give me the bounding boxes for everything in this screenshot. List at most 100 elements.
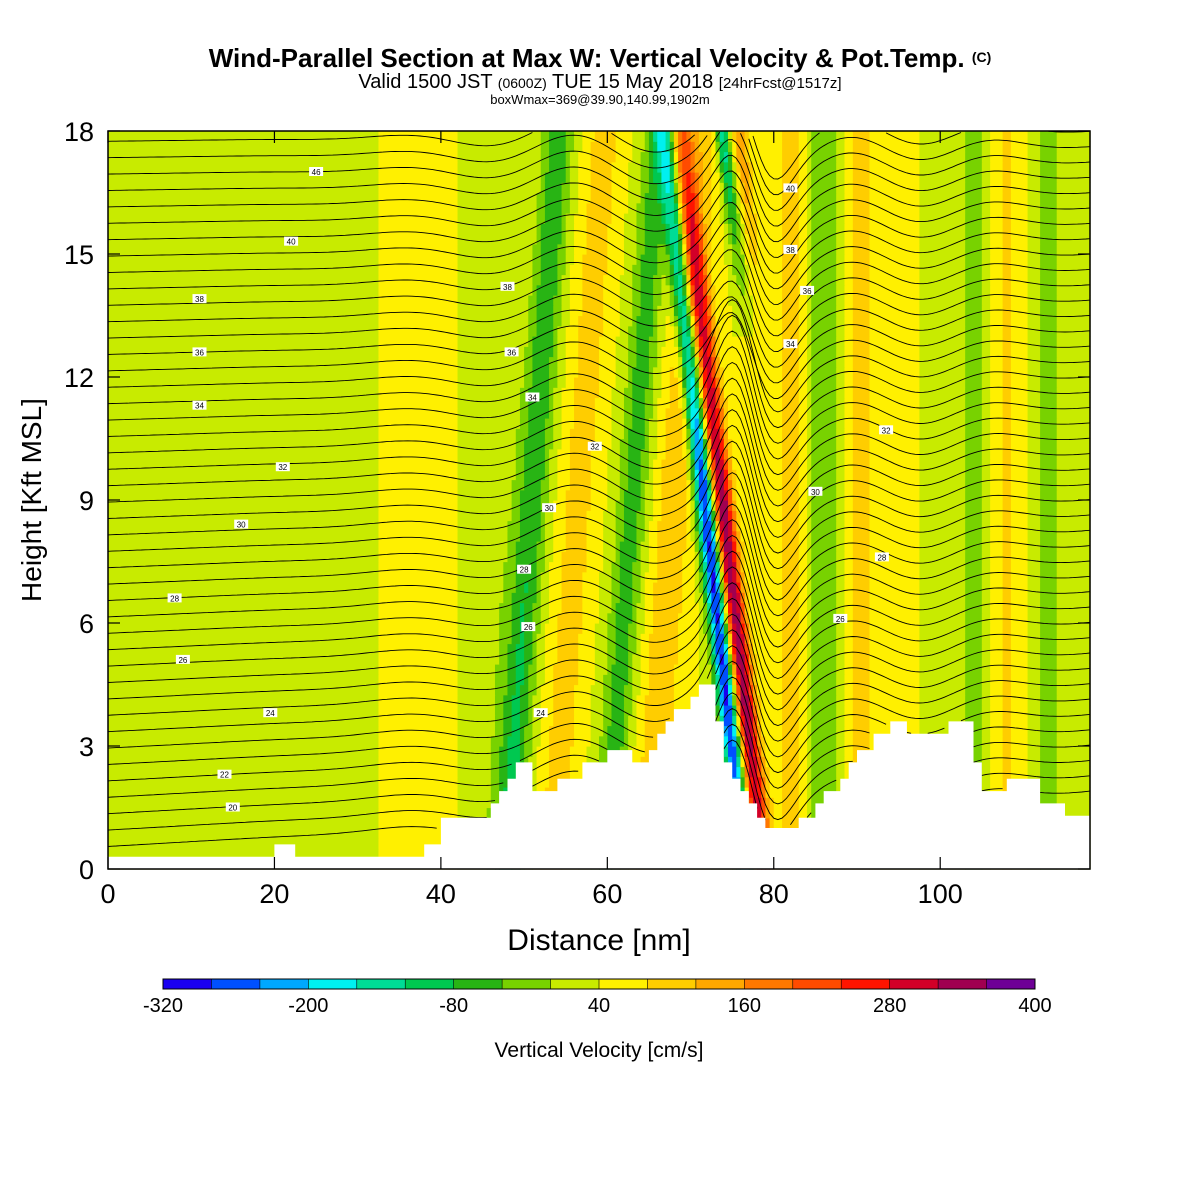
velocity-cell: [698, 274, 704, 286]
velocity-cell: [565, 500, 592, 511]
velocity-cell: [811, 377, 837, 388]
velocity-cell: [844, 172, 854, 183]
velocity-cell: [561, 551, 588, 563]
velocity-cell: [711, 653, 717, 665]
velocity-cell: [1002, 530, 1012, 542]
theta-label-bg: [879, 425, 894, 435]
velocity-cell: [1010, 705, 1029, 716]
velocity-cell: [807, 223, 812, 235]
theta-contour: [107, 660, 1091, 774]
velocity-cell: [836, 674, 846, 686]
velocity-cell: [1056, 387, 1091, 399]
velocity-cell: [869, 274, 920, 286]
velocity-cell: [736, 274, 746, 286]
velocity-cell: [561, 602, 583, 614]
velocity-cell: [378, 418, 459, 429]
velocity-cell: [990, 305, 1004, 317]
velocity-cell: [694, 561, 700, 573]
velocity-cell: [727, 407, 783, 419]
velocity-cell: [836, 582, 846, 593]
velocity-cell: [736, 530, 742, 542]
velocity-cell: [561, 223, 567, 235]
velocity-cell: [1010, 459, 1029, 470]
velocity-cell: [632, 141, 646, 153]
velocity-cell: [574, 213, 588, 224]
velocity-cell: [736, 623, 742, 634]
velocity-cell: [648, 151, 654, 163]
velocity-cell: [736, 735, 742, 747]
velocity-cell: [623, 510, 638, 522]
velocity-cell: [811, 336, 837, 347]
velocity-cell: [1027, 448, 1041, 460]
velocity-cell: [1002, 756, 1012, 768]
velocity-cell: [698, 223, 704, 235]
velocity-cell: [565, 489, 592, 501]
velocity-cell: [990, 551, 1004, 563]
velocity-cell: [1040, 223, 1058, 235]
velocity-cell: [711, 479, 717, 491]
velocity-cell: [719, 582, 725, 593]
velocity-cell: [519, 725, 525, 737]
velocity-cell: [528, 705, 534, 716]
velocity-cell: [561, 274, 571, 286]
velocity-cell: [611, 172, 629, 183]
velocity-cell: [811, 541, 837, 552]
velocity-cell: [798, 469, 808, 481]
velocity-cell: [561, 592, 583, 604]
velocity-cell: [811, 592, 837, 604]
velocity-cell: [965, 387, 983, 399]
velocity-cell: [736, 756, 742, 768]
velocity-cell: [715, 284, 729, 296]
velocity-cell: [632, 131, 646, 142]
velocity-cell: [499, 766, 509, 778]
velocity-cell: [378, 438, 459, 450]
velocity-cell: [378, 766, 459, 778]
velocity-cell: [599, 377, 617, 388]
velocity-cell: [869, 254, 920, 265]
velocity-cell: [607, 725, 625, 737]
velocity-cell: [686, 295, 692, 306]
velocity-cell: [108, 233, 380, 245]
velocity-cell: [640, 448, 650, 460]
velocity-cell: [711, 664, 717, 675]
velocity-cell: [1010, 592, 1029, 604]
velocity-cell: [578, 356, 600, 368]
velocity-cell: [623, 418, 633, 429]
velocity-cell: [761, 797, 767, 809]
velocity-cell: [798, 510, 808, 522]
velocity-cell: [719, 325, 733, 337]
velocity-cell: [544, 172, 567, 183]
velocity-cell: [528, 325, 538, 337]
velocity-cell: [757, 766, 762, 778]
velocity-cell: [811, 213, 837, 224]
velocity-cell: [532, 633, 538, 645]
velocity-cell: [108, 161, 380, 173]
velocity-cell: [690, 325, 696, 337]
velocity-cell: [981, 438, 991, 450]
velocity-cell: [769, 787, 783, 798]
velocity-cell: [590, 694, 604, 706]
velocity-cell: [1010, 479, 1029, 491]
velocity-cell: [798, 530, 808, 542]
velocity-cell: [711, 305, 717, 317]
velocity-cell: [682, 438, 687, 450]
velocity-cell: [1056, 315, 1091, 327]
velocity-cell: [686, 346, 692, 358]
velocity-cell: [528, 674, 538, 686]
valid-date: TUE 15 May 2018: [552, 71, 714, 93]
velocity-cell: [748, 131, 783, 142]
colorbar-swatch: [792, 979, 842, 989]
velocity-cell: [744, 141, 750, 153]
velocity-cell: [1002, 131, 1012, 142]
velocity-cell: [727, 571, 733, 583]
velocity-cell: [582, 295, 604, 306]
velocity-cell: [108, 428, 380, 440]
colorbar-swatch: [211, 979, 261, 989]
velocity-cell: [536, 551, 546, 563]
velocity-cell: [782, 674, 800, 686]
velocity-cell: [711, 571, 717, 583]
velocity-cell: [919, 284, 966, 296]
velocity-cell: [544, 182, 563, 194]
velocity-cell: [536, 571, 542, 583]
velocity-cell: [715, 448, 721, 460]
